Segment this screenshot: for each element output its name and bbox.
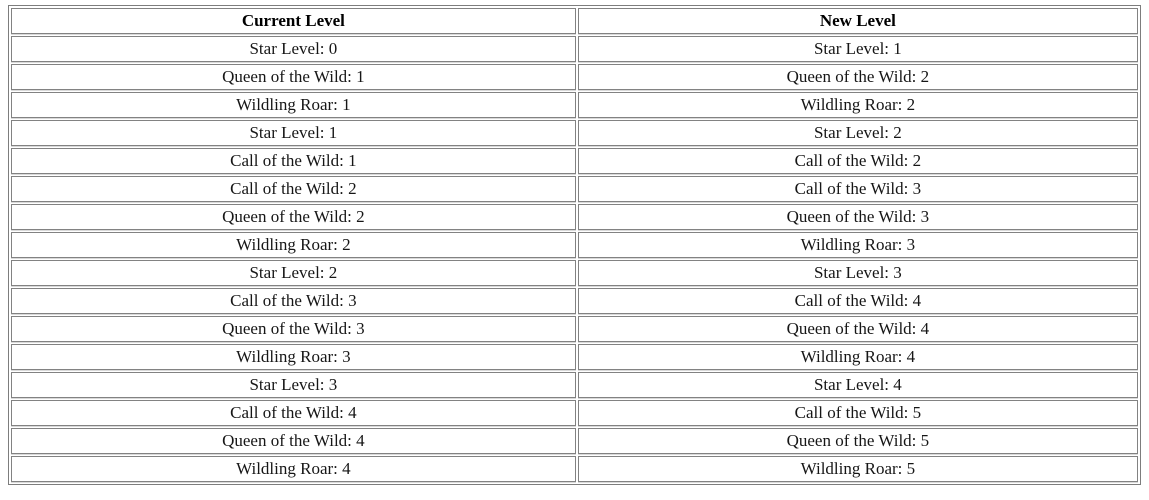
current-level-cell: Call of the Wild: 1 — [11, 148, 576, 174]
new-level-cell: Call of the Wild: 3 — [577, 176, 1138, 202]
table-row: Call of the Wild: 1 Call of the Wild: 2 — [11, 148, 1138, 174]
new-level-cell: Star Level: 1 — [577, 36, 1138, 62]
table-row: Queen of the Wild: 4 Queen of the Wild: … — [11, 428, 1138, 454]
table-header-row: Current Level New Level — [11, 8, 1138, 34]
table-row: Star Level: 0 Star Level: 1 — [11, 36, 1138, 62]
new-level-cell: Wildling Roar: 3 — [577, 232, 1138, 258]
current-level-cell: Star Level: 0 — [11, 36, 576, 62]
table-row: Call of the Wild: 4 Call of the Wild: 5 — [11, 400, 1138, 426]
table-row: Wildling Roar: 2 Wildling Roar: 3 — [11, 232, 1138, 258]
new-level-cell: Wildling Roar: 5 — [577, 456, 1138, 482]
new-level-cell: Wildling Roar: 2 — [577, 92, 1138, 118]
new-level-cell: Queen of the Wild: 2 — [577, 64, 1138, 90]
column-header-current-level: Current Level — [11, 8, 576, 34]
new-level-cell: Star Level: 3 — [577, 260, 1138, 286]
table-row: Call of the Wild: 3 Call of the Wild: 4 — [11, 288, 1138, 314]
new-level-cell: Queen of the Wild: 3 — [577, 204, 1138, 230]
table-row: Call of the Wild: 2 Call of the Wild: 3 — [11, 176, 1138, 202]
table-row: Star Level: 1 Star Level: 2 — [11, 120, 1138, 146]
current-level-cell: Call of the Wild: 2 — [11, 176, 576, 202]
new-level-cell: Star Level: 2 — [577, 120, 1138, 146]
table-row: Queen of the Wild: 2 Queen of the Wild: … — [11, 204, 1138, 230]
current-level-cell: Call of the Wild: 4 — [11, 400, 576, 426]
current-level-cell: Queen of the Wild: 2 — [11, 204, 576, 230]
current-level-cell: Wildling Roar: 4 — [11, 456, 576, 482]
current-level-cell: Call of the Wild: 3 — [11, 288, 576, 314]
new-level-cell: Call of the Wild: 2 — [577, 148, 1138, 174]
table-row: Wildling Roar: 4 Wildling Roar: 5 — [11, 456, 1138, 482]
table-row: Queen of the Wild: 1 Queen of the Wild: … — [11, 64, 1138, 90]
current-level-cell: Star Level: 3 — [11, 372, 576, 398]
table-row: Star Level: 2 Star Level: 3 — [11, 260, 1138, 286]
new-level-cell: Queen of the Wild: 5 — [577, 428, 1138, 454]
new-level-cell: Queen of the Wild: 4 — [577, 316, 1138, 342]
current-level-cell: Wildling Roar: 1 — [11, 92, 576, 118]
new-level-cell: Star Level: 4 — [577, 372, 1138, 398]
current-level-cell: Queen of the Wild: 3 — [11, 316, 576, 342]
current-level-cell: Queen of the Wild: 4 — [11, 428, 576, 454]
current-level-cell: Queen of the Wild: 1 — [11, 64, 576, 90]
column-header-new-level: New Level — [577, 8, 1138, 34]
table-row: Wildling Roar: 1 Wildling Roar: 2 — [11, 92, 1138, 118]
new-level-cell: Call of the Wild: 5 — [577, 400, 1138, 426]
table-row: Wildling Roar: 3 Wildling Roar: 4 — [11, 344, 1138, 370]
new-level-cell: Call of the Wild: 4 — [577, 288, 1138, 314]
table-row: Queen of the Wild: 3 Queen of the Wild: … — [11, 316, 1138, 342]
current-level-cell: Wildling Roar: 3 — [11, 344, 576, 370]
upgrade-level-table: Current Level New Level Star Level: 0 St… — [8, 5, 1141, 485]
table-row: Star Level: 3 Star Level: 4 — [11, 372, 1138, 398]
current-level-cell: Star Level: 2 — [11, 260, 576, 286]
current-level-cell: Wildling Roar: 2 — [11, 232, 576, 258]
current-level-cell: Star Level: 1 — [11, 120, 576, 146]
new-level-cell: Wildling Roar: 4 — [577, 344, 1138, 370]
